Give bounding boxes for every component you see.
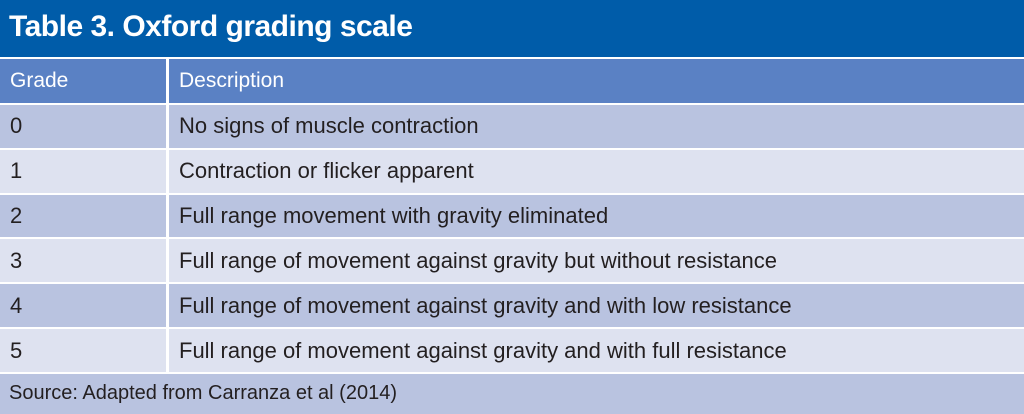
description-cell: Contraction or flicker apparent [169,149,1024,193]
table-title-bar: Table 3. Oxford grading scale [0,0,1024,57]
grade-cell: 3 [0,239,166,283]
table-header-row: Grade Description [0,59,1024,103]
table-row: 3 Full range of movement against gravity… [0,239,1024,283]
grade-cell: 1 [0,149,166,193]
description-cell: Full range of movement against gravity a… [169,284,1024,328]
description-value: Full range of movement against gravity a… [179,337,787,363]
description-cell: Full range of movement against gravity b… [169,239,1024,283]
table-row: 2 Full range movement with gravity elimi… [0,194,1024,238]
grade-value: 3 [10,247,23,273]
description-cell: Full range movement with gravity elimina… [169,194,1024,238]
description-cell: Full range of movement against gravity a… [169,329,1024,372]
grade-value: 1 [10,158,23,184]
grade-value: 4 [10,292,23,318]
grade-value: 2 [10,203,23,229]
grade-cell: 4 [0,284,166,328]
grade-cell: 2 [0,194,166,238]
table-row: 1 Contraction or flicker apparent [0,149,1024,193]
table-row: 0 No signs of muscle contraction [0,105,1024,148]
header-cell-grade: Grade [0,59,166,103]
grade-cell: 0 [0,105,166,148]
table-row: 4 Full range of movement against gravity… [0,284,1024,328]
description-value: Contraction or flicker apparent [179,158,474,184]
description-value: Full range movement with gravity elimina… [179,203,609,229]
grade-value: 0 [10,113,23,139]
table-title: Table 3. Oxford grading scale [9,10,413,43]
grade-cell: 5 [0,329,166,372]
description-cell: No signs of muscle contraction [169,105,1024,148]
description-value: Full range of movement against gravity b… [179,247,777,273]
grade-value: 5 [10,337,23,363]
table-source-bar: Source: Adapted from Carranza et al (201… [0,373,1024,414]
description-value: No signs of muscle contraction [179,113,479,139]
description-column-label: Description [179,69,285,92]
header-cell-description: Description [169,59,1024,103]
table-row: 5 Full range of movement against gravity… [0,329,1024,372]
grade-column-label: Grade [10,69,69,92]
source-text: Source: Adapted from Carranza et al (201… [9,382,397,405]
description-value: Full range of movement against gravity a… [179,292,792,318]
